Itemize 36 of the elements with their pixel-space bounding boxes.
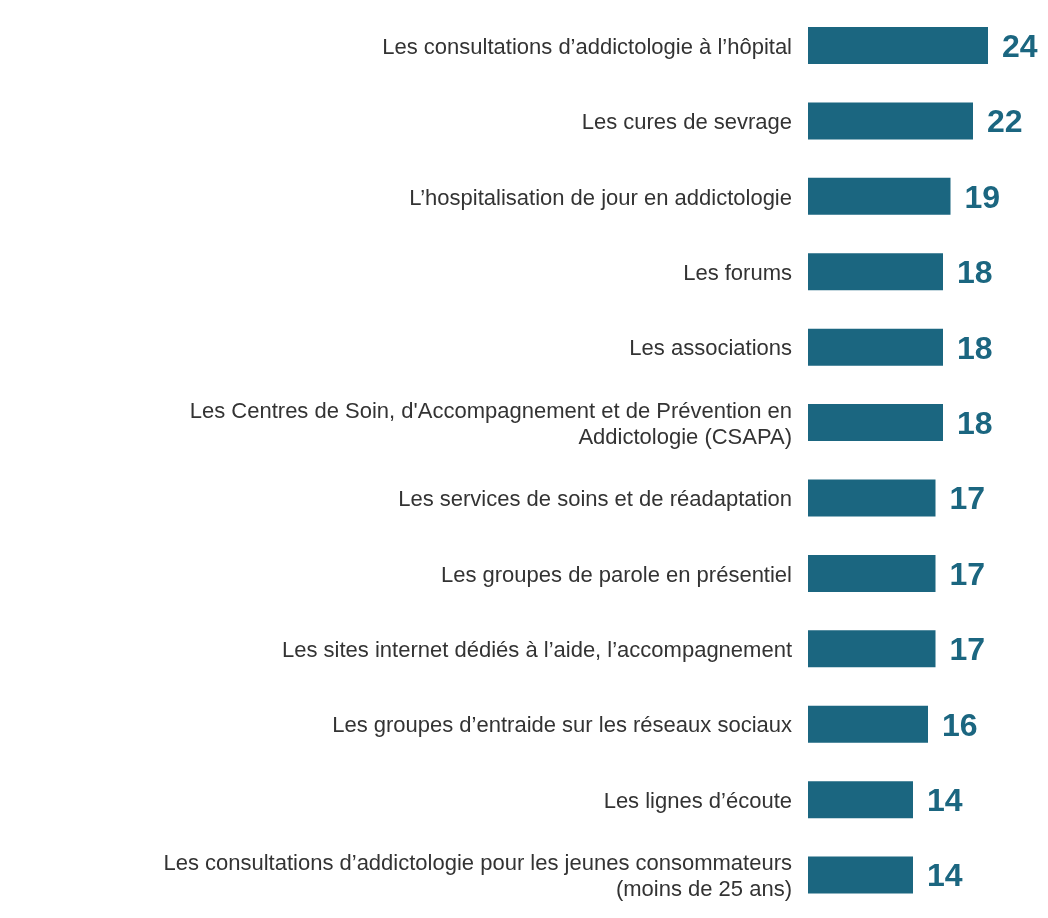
bar xyxy=(808,27,988,64)
y-tick-label: Les Centres de Soin, d'Accompagnement et de Prévention en Addictologie (CSAPA) xyxy=(189,397,792,449)
y-tick-label: Les consultations d’addictologie à l’hôpital xyxy=(382,33,792,59)
data-label: 17 xyxy=(949,555,986,592)
data-label: 18 xyxy=(957,254,993,291)
bar xyxy=(808,102,973,140)
y-tick-label: Les associations xyxy=(629,334,792,360)
bar xyxy=(808,177,951,215)
y-tick-label: Les sites internet dédiés à l’aide, l’accompagnement xyxy=(282,636,792,662)
data-label: 24 xyxy=(1002,27,1038,64)
data-label: 16 xyxy=(942,706,978,743)
bar xyxy=(808,856,913,894)
y-tick-label: Les cures de sevrage xyxy=(581,108,792,134)
data-label: 17 xyxy=(949,480,986,517)
bar xyxy=(808,781,913,819)
bar xyxy=(808,253,943,291)
data-label: 14 xyxy=(927,857,963,894)
bar xyxy=(808,705,928,743)
data-label: 17 xyxy=(949,631,986,668)
bar xyxy=(808,479,936,517)
data-label: 18 xyxy=(957,404,993,441)
y-tick-label: Les forums xyxy=(683,259,792,285)
y-tick-label: Les groupes de parole en présentiel xyxy=(440,561,792,587)
bar xyxy=(808,554,936,592)
y-tick-label: L’hospitalisation de jour en addictologie xyxy=(409,184,792,210)
data-label: 14 xyxy=(927,782,963,819)
y-tick-label: Les services de soins et de réadaptation xyxy=(398,485,792,511)
data-label: 18 xyxy=(957,329,993,366)
data-label: 22 xyxy=(987,103,1023,140)
y-tick-label: Les consultations d’addictologie pour les jeunes consommateurs (moins de 25 ans) xyxy=(163,849,792,901)
data-label: 19 xyxy=(964,178,1001,215)
bar xyxy=(808,328,943,366)
bar xyxy=(808,630,936,668)
y-tick-label: Les groupes d’entraide sur les réseaux sociaux xyxy=(332,711,792,737)
bar xyxy=(808,404,943,442)
y-tick-label: Les lignes d’écoute xyxy=(603,787,792,813)
